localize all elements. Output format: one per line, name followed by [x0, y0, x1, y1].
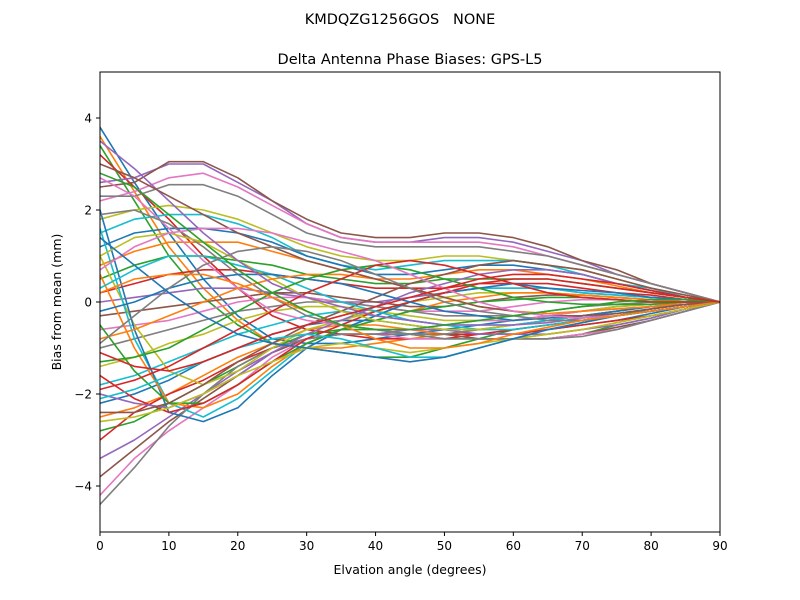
x-tick-label: 10	[161, 539, 176, 553]
x-tick-label: 20	[230, 539, 245, 553]
series-line-s41	[100, 273, 720, 322]
series-line-s53	[100, 172, 720, 331]
x-tick-label: 80	[643, 539, 658, 553]
series-line-s8	[100, 183, 720, 303]
y-tick-label: 0	[84, 296, 92, 310]
x-tick-label: 90	[712, 539, 727, 553]
series-line-s19	[100, 301, 720, 368]
x-tick-label: 70	[575, 539, 590, 553]
x-tick-label: 30	[299, 539, 314, 553]
x-tick-label: 50	[437, 539, 452, 553]
chart-title: Delta Antenna Phase Biases: GPS-L5	[278, 52, 543, 68]
y-tick-label: −4	[74, 480, 92, 494]
series-line-s36	[100, 259, 720, 414]
y-axis-ticks: −4 −2 0 2 4	[74, 112, 100, 494]
series-line-s52	[100, 273, 720, 349]
y-tick-label: 4	[84, 112, 92, 126]
series-lines	[100, 126, 720, 505]
series-line-s49	[100, 301, 720, 423]
x-tick-label: 0	[96, 539, 104, 553]
plot-area: 0 10 20 30 40 50 60 70 80 90 −4 −2 0 2 4	[74, 71, 728, 553]
x-axis-label: Elvation angle (degrees)	[333, 562, 486, 577]
x-tick-label: 60	[506, 539, 521, 553]
x-tick-label: 40	[368, 539, 383, 553]
y-tick-label: 2	[84, 204, 92, 218]
y-axis-label: Bias from mean (mm)	[49, 234, 64, 371]
figure-suptitle: KMDQZG1256GOS NONE	[305, 12, 496, 28]
y-tick-label: −2	[74, 388, 92, 402]
x-axis-ticks: 0 10 20 30 40 50 60 70 80 90	[96, 532, 728, 553]
series-line-s43	[100, 264, 720, 363]
series-line-s54	[100, 273, 720, 372]
series-line-s6	[100, 160, 720, 303]
series-line-s44	[100, 259, 720, 391]
